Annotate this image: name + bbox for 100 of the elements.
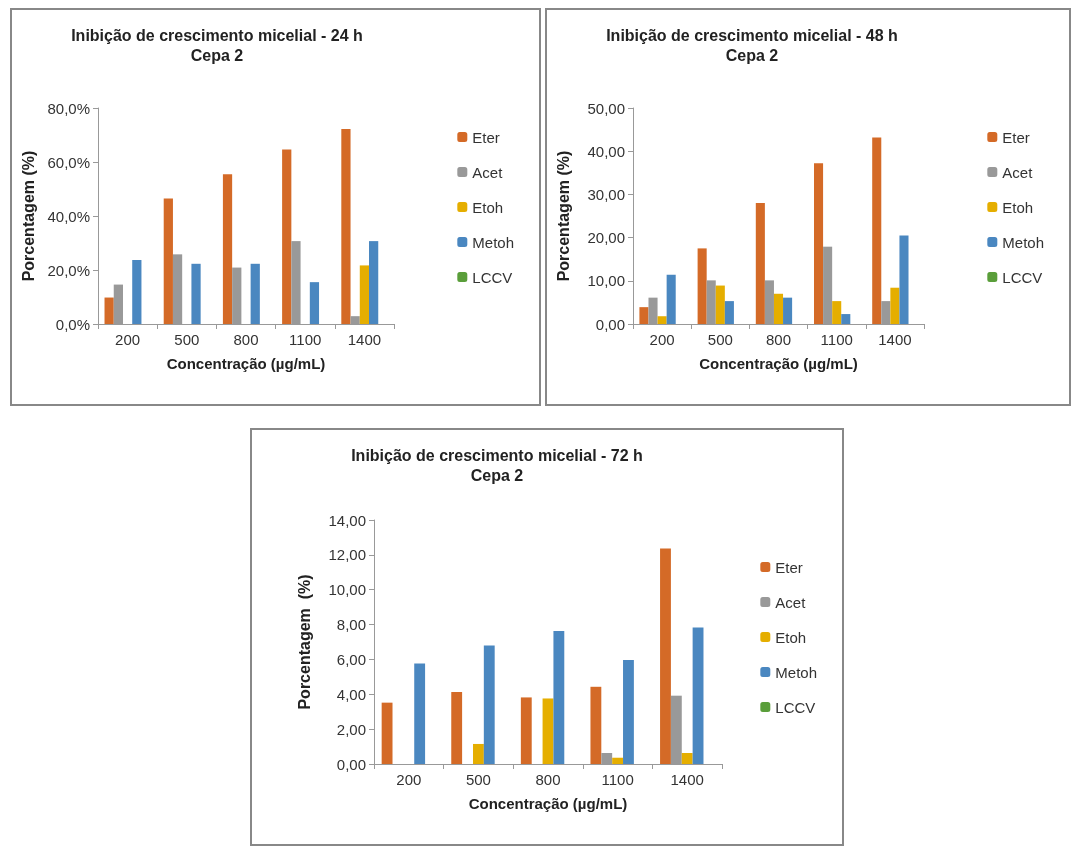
bar	[832, 301, 842, 324]
y-tick-label: 0,00	[595, 315, 625, 333]
chart-subtitle: Cepa 2	[470, 466, 524, 484]
bar	[724, 301, 734, 324]
bar	[660, 548, 671, 764]
x-tick-label: 1400	[878, 331, 912, 348]
legend-label: Acet	[472, 163, 504, 181]
legend-label: LCCV	[1002, 268, 1043, 286]
bar	[222, 174, 233, 324]
bar	[681, 753, 693, 764]
x-tick-label: 500	[465, 771, 491, 788]
x-tick-label: 200	[649, 331, 675, 348]
legend-label: Metoh	[775, 663, 818, 681]
legend-label: LCCV	[775, 698, 816, 716]
y-tick-label: 8,00	[336, 616, 366, 634]
legend-label: Acet	[1002, 163, 1034, 181]
bar	[191, 263, 201, 324]
x-tick-label: 1400	[670, 771, 704, 788]
y-axis-title: Porcentagem (%)	[19, 150, 37, 282]
bar	[163, 198, 173, 324]
y-tick-label: 2,00	[336, 720, 366, 738]
y-axis-title: Porcentagem (%)	[295, 574, 313, 710]
bar	[282, 149, 292, 324]
x-tick-label: 200	[115, 331, 141, 348]
bar	[483, 645, 495, 764]
bar	[666, 274, 676, 324]
x-tick-label: 800	[535, 771, 561, 788]
y-tick-label: 6,00	[336, 650, 366, 668]
legend-label: Metoh	[472, 233, 515, 251]
x-tick-label: 800	[765, 331, 792, 348]
bar	[755, 203, 765, 324]
bar	[381, 702, 393, 764]
x-tick-label: 1100	[601, 771, 634, 788]
x-axis-title: Concentração (µg/mL)	[468, 795, 628, 812]
bar	[783, 297, 793, 324]
y-tick-label: 4,00	[336, 685, 366, 703]
x-tick-label: 800	[233, 331, 259, 348]
bar	[590, 686, 602, 764]
bar	[612, 757, 624, 764]
legend-label: Eter	[775, 558, 803, 576]
bar	[899, 235, 909, 324]
y-tick-label: 60,0%	[47, 153, 90, 171]
bar	[814, 163, 824, 324]
x-axis-title: Concentração (µg/mL)	[699, 355, 858, 372]
bar	[132, 260, 142, 324]
y-tick-label: 14,00	[328, 511, 366, 529]
y-tick-label: 10,00	[587, 272, 625, 290]
y-tick-label: 10,00	[328, 581, 366, 599]
bar	[639, 307, 649, 324]
y-tick-label: 0,00	[336, 755, 366, 773]
chart-subtitle: Cepa 2	[190, 46, 244, 64]
chart-title: Inibição de crescimento micelial - 24 h	[71, 26, 363, 44]
legend-label: Acet	[775, 593, 807, 611]
y-tick-label: 20,00	[587, 229, 625, 247]
chart-title: Inibição de crescimento micelial - 72 h	[351, 446, 643, 464]
y-tick-label: 50,00	[587, 99, 625, 117]
bar	[414, 663, 426, 764]
x-tick-label: 200	[396, 771, 422, 788]
bar	[250, 263, 260, 324]
legend-label: LCCV	[472, 268, 513, 286]
bar	[341, 129, 351, 324]
y-tick-label: 20,0%	[47, 261, 90, 279]
x-tick-label: 500	[174, 331, 200, 348]
bar	[472, 743, 484, 764]
y-tick-label: 0,0%	[55, 315, 90, 333]
legend-label: Etoh	[775, 628, 807, 646]
bar	[890, 287, 900, 324]
bar	[542, 698, 554, 764]
legend-label: Metoh	[1002, 233, 1045, 251]
x-tick-label: 1400	[347, 331, 382, 348]
y-tick-label: 30,00	[587, 185, 625, 203]
bar	[841, 314, 851, 324]
legend-label: Eter	[472, 128, 500, 146]
bar	[872, 137, 882, 324]
y-tick-label: 40,0%	[47, 207, 90, 225]
y-tick-label: 12,00	[328, 546, 366, 564]
y-axis-title: Porcentagem (%)	[554, 150, 572, 282]
chart-title: Inibição de crescimento micelial - 48 h	[606, 26, 898, 44]
x-tick-label: 1100	[820, 331, 853, 348]
chart-subtitle: Cepa 2	[725, 46, 779, 64]
y-tick-label: 80,0%	[47, 99, 90, 117]
legend-label: Etoh	[472, 198, 504, 216]
bar	[369, 241, 379, 324]
legend-label: Etoh	[1002, 198, 1034, 216]
bar	[359, 265, 370, 324]
bar	[520, 697, 532, 764]
bar	[692, 627, 704, 764]
bar	[104, 297, 114, 324]
bar	[309, 282, 320, 324]
x-tick-label: 500	[707, 331, 733, 348]
bar	[623, 659, 634, 764]
x-tick-label: 1100	[289, 331, 322, 348]
bar	[773, 293, 784, 324]
bar	[657, 316, 667, 324]
legend-label: Eter	[1002, 128, 1030, 146]
y-tick-label: 40,00	[587, 142, 625, 160]
bar	[697, 248, 707, 324]
bar	[553, 631, 565, 764]
x-axis-title: Concentração (µg/mL)	[166, 355, 326, 372]
bar	[715, 285, 725, 324]
